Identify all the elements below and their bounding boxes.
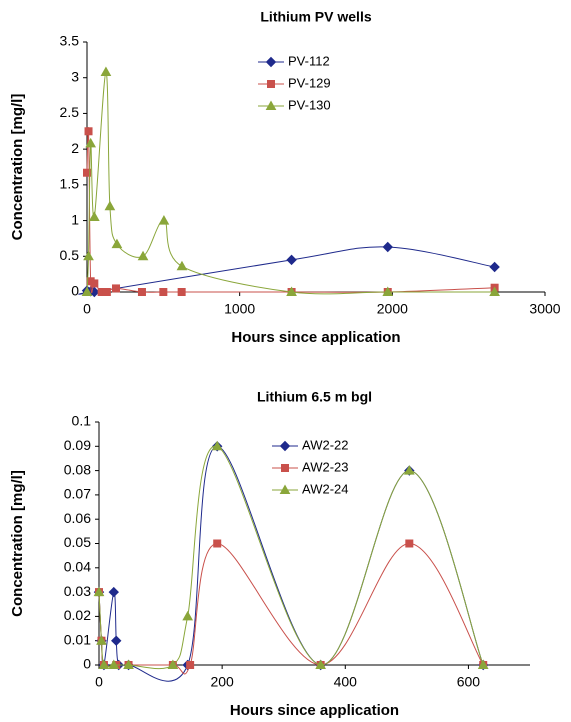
marker xyxy=(84,127,93,136)
y-tick-label: 0.07 xyxy=(64,486,91,502)
marker xyxy=(382,286,394,296)
y-tick-label: 3.5 xyxy=(60,33,80,49)
marker xyxy=(405,539,414,548)
series-line xyxy=(98,542,484,675)
series-line xyxy=(98,445,484,682)
marker xyxy=(111,635,122,646)
marker xyxy=(83,250,94,261)
legend-label: PV-112 xyxy=(288,53,330,68)
legend-label: PV-130 xyxy=(288,97,331,112)
y-tick-label: 0.05 xyxy=(64,534,91,550)
marker xyxy=(477,659,489,669)
x-tick-label: 0 xyxy=(83,301,91,317)
marker xyxy=(186,661,195,669)
marker xyxy=(98,659,110,669)
series-line xyxy=(98,445,484,670)
legend-label: AW2-24 xyxy=(302,481,348,496)
marker xyxy=(137,250,149,261)
marker xyxy=(100,66,112,76)
marker xyxy=(112,284,121,293)
y-tick-label: 2.5 xyxy=(60,104,80,120)
x-tick-label: 2000 xyxy=(377,301,408,317)
chart-title: Lithium PV wells xyxy=(260,9,371,25)
marker xyxy=(176,260,188,271)
y-tick-label: 0.5 xyxy=(60,247,80,263)
marker xyxy=(102,288,111,296)
y-tick-label: 0.04 xyxy=(64,559,91,575)
y-tick-label: 0.09 xyxy=(64,437,91,453)
series-line xyxy=(78,246,495,295)
marker xyxy=(489,286,500,296)
marker xyxy=(104,200,116,211)
marker xyxy=(137,288,146,296)
marker xyxy=(96,635,107,645)
x-tick-label: 200 xyxy=(210,674,234,690)
legend-marker xyxy=(265,100,277,110)
marker xyxy=(108,586,119,598)
marker xyxy=(213,539,222,548)
legend-marker xyxy=(265,56,277,68)
y-tick-label: 0.1 xyxy=(72,413,92,429)
marker xyxy=(489,261,500,273)
marker xyxy=(211,440,223,451)
x-tick-label: 400 xyxy=(334,674,358,690)
marker xyxy=(93,586,105,597)
marker xyxy=(182,610,194,621)
y-axis-title: Concentration [mg/l] xyxy=(9,470,26,617)
y-tick-label: 0.01 xyxy=(64,631,91,647)
marker xyxy=(123,659,134,669)
y-tick-label: 0.06 xyxy=(64,510,91,526)
legend-marker xyxy=(267,80,275,88)
y-tick-label: 0 xyxy=(83,656,91,672)
marker xyxy=(81,286,93,296)
marker xyxy=(108,659,120,669)
x-tick-label: 600 xyxy=(457,674,481,690)
marker xyxy=(111,238,123,249)
y-tick-label: 0.03 xyxy=(64,583,91,599)
marker xyxy=(167,659,179,669)
y-tick-label: 3 xyxy=(71,68,79,84)
marker xyxy=(159,288,168,296)
y-tick-label: 2 xyxy=(71,140,79,156)
marker xyxy=(403,465,415,475)
y-tick-label: 1 xyxy=(71,211,79,227)
x-tick-label: 3000 xyxy=(529,301,560,317)
marker xyxy=(88,211,100,221)
y-tick-label: 0 xyxy=(71,283,79,299)
marker xyxy=(83,168,91,177)
y-tick-label: 0.02 xyxy=(64,607,91,623)
legend-marker xyxy=(281,464,289,472)
marker xyxy=(158,215,170,225)
marker xyxy=(177,288,186,296)
legend-marker xyxy=(279,440,291,452)
marker xyxy=(382,241,393,253)
legend-marker xyxy=(279,484,291,494)
legend-label: PV-129 xyxy=(288,75,331,90)
x-axis-title: Hours since application xyxy=(230,702,399,719)
y-tick-label: 0.08 xyxy=(64,461,91,477)
legend-label: AW2-22 xyxy=(302,437,348,452)
marker xyxy=(85,137,97,148)
y-axis-title: Concentration [mg/l] xyxy=(9,94,26,241)
y-tick-label: 1.5 xyxy=(60,176,80,192)
marker xyxy=(315,659,327,669)
x-tick-label: 1000 xyxy=(224,301,255,317)
x-tick-label: 0 xyxy=(95,674,103,690)
marker xyxy=(90,279,99,288)
series-line xyxy=(86,127,495,294)
x-axis-title: Hours since application xyxy=(231,329,400,346)
legend-label: AW2-23 xyxy=(302,459,348,474)
marker xyxy=(286,254,297,266)
chart-title: Lithium 6.5 m bgl xyxy=(257,389,372,405)
marker xyxy=(286,286,297,296)
